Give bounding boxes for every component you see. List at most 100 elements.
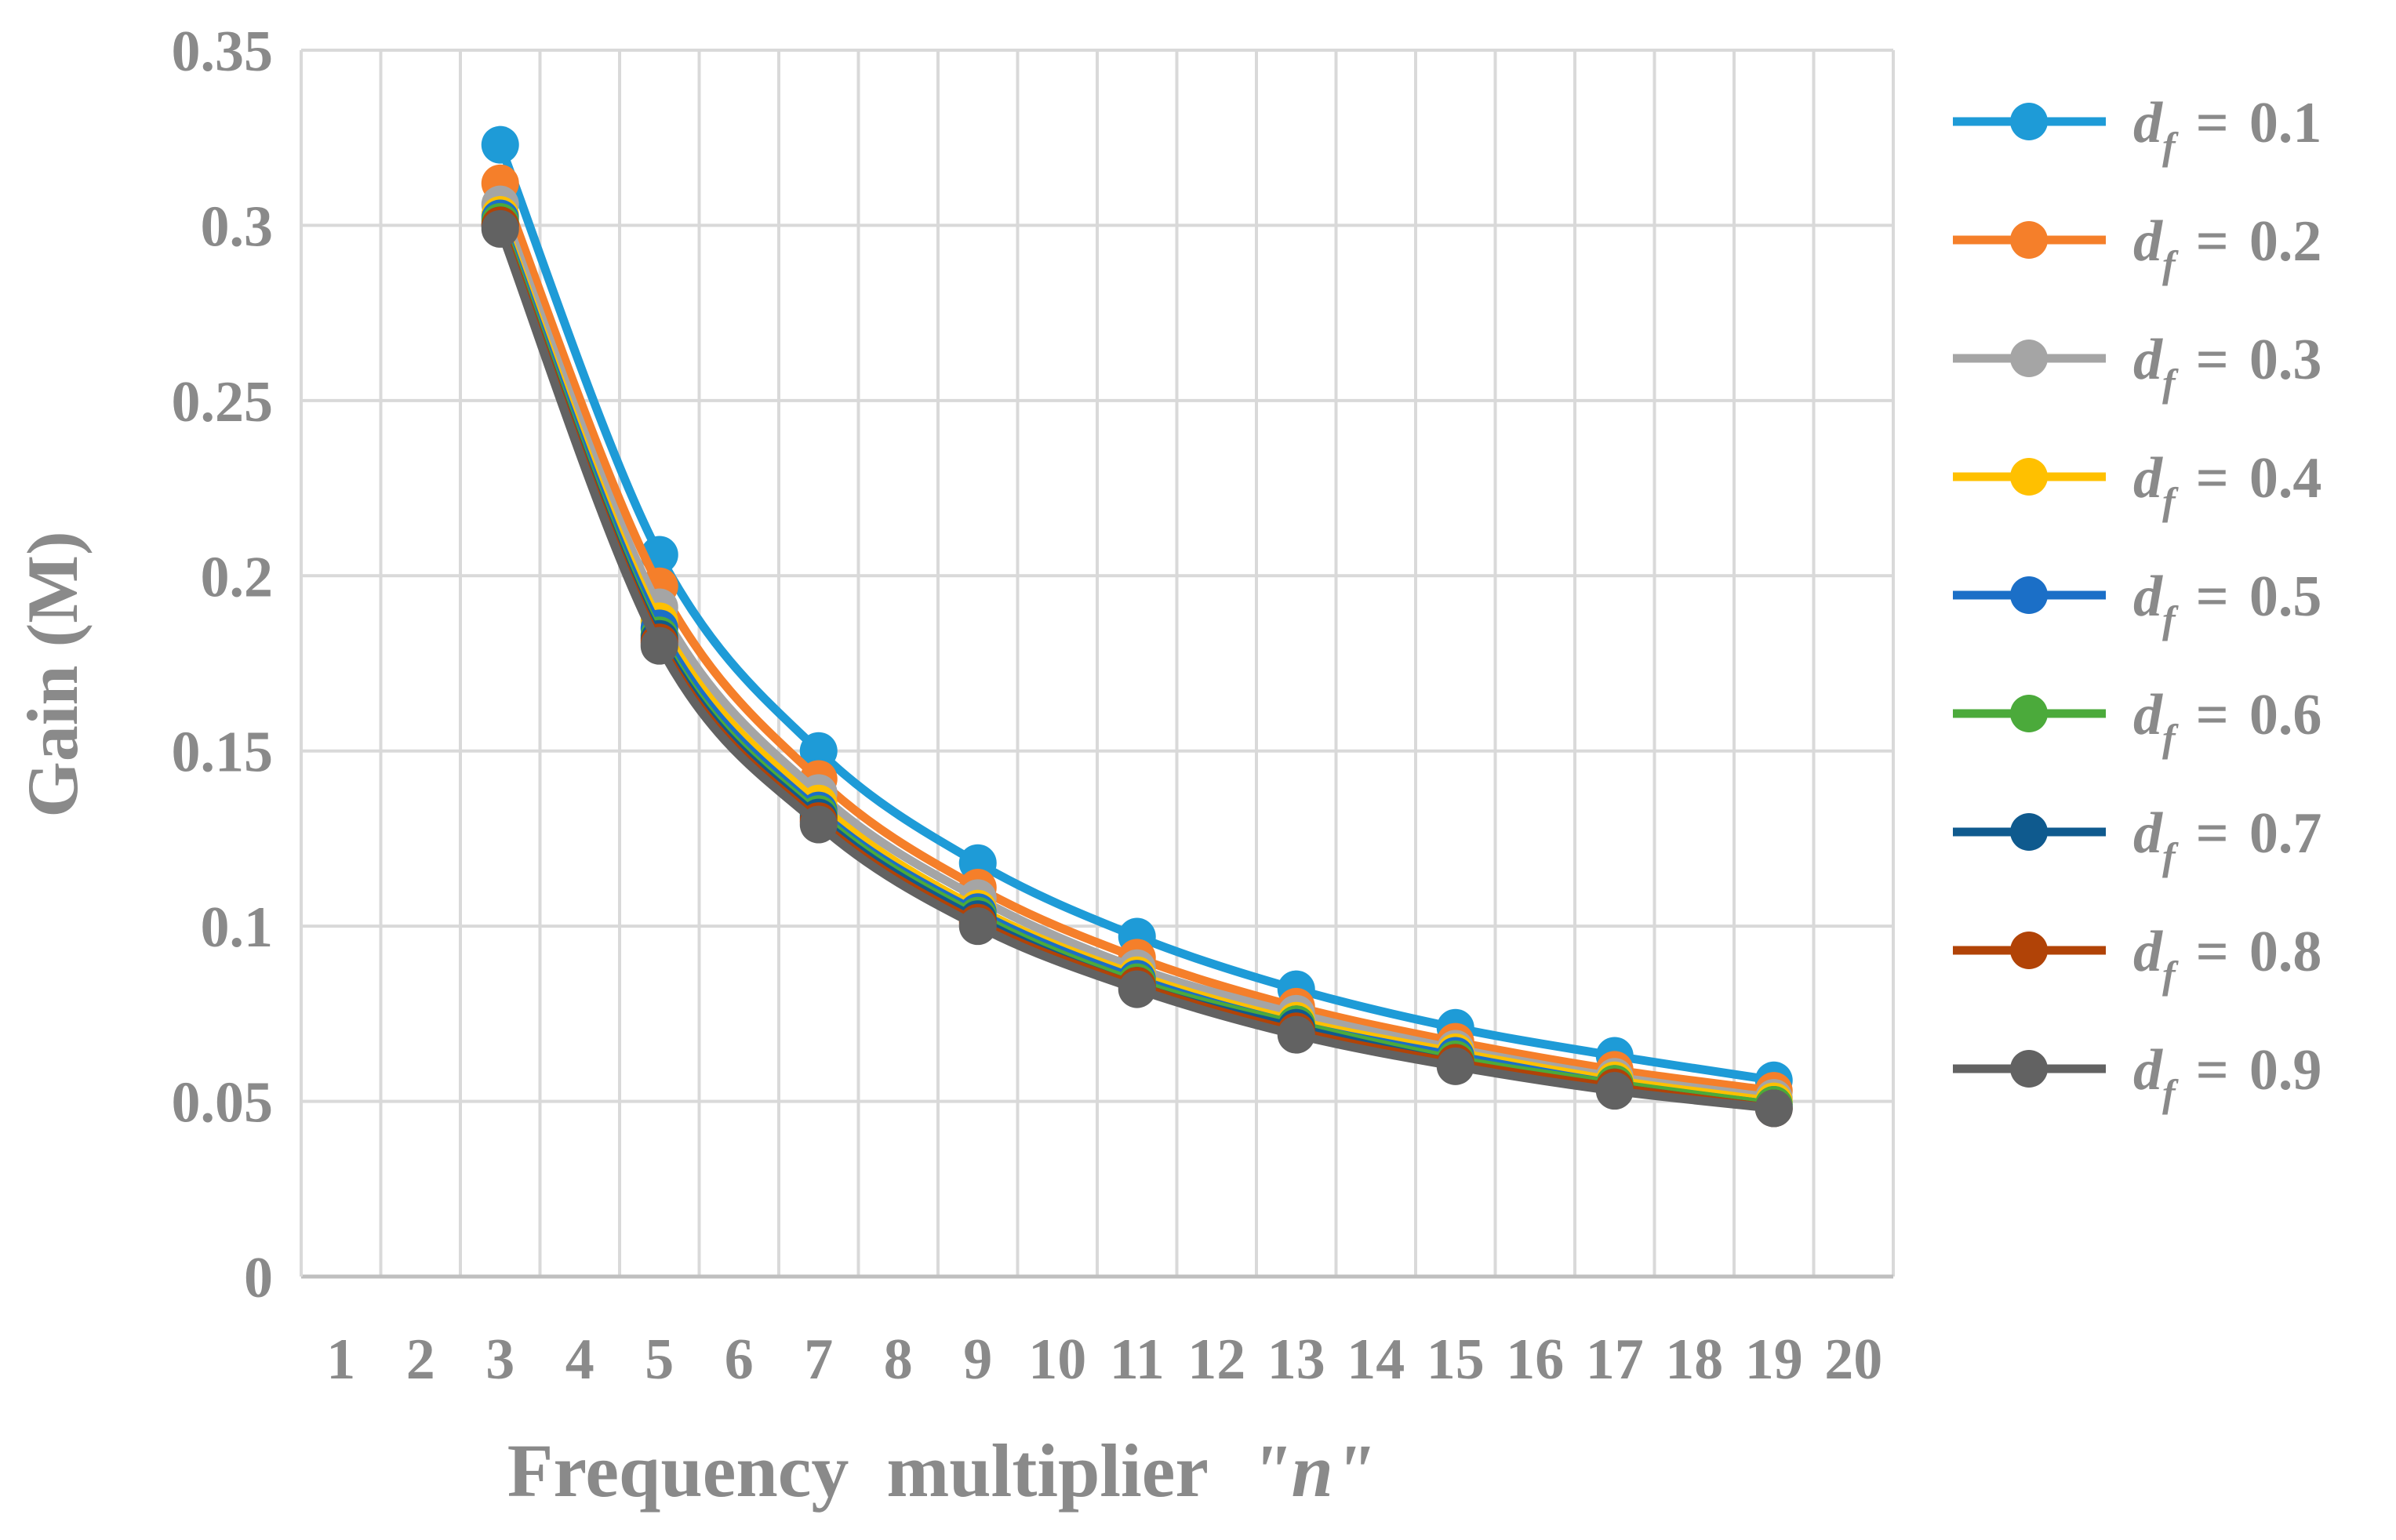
legend-label: df = 0.9 xyxy=(2133,1038,2321,1115)
legend-label-equals: = xyxy=(2196,209,2229,274)
x-axis-label-text: Frequency multiplier xyxy=(507,1429,1208,1513)
y-tick-label: 0 xyxy=(244,1246,273,1310)
x-tick-label: 10 xyxy=(1028,1328,1086,1392)
legend-label-value: 0.6 xyxy=(2249,683,2322,747)
x-tick-label: 4 xyxy=(565,1328,594,1392)
x-tick-label: 12 xyxy=(1187,1328,1245,1392)
data-point xyxy=(1436,1047,1474,1085)
y-tick-label: 0.2 xyxy=(201,545,274,609)
x-tick-label: 3 xyxy=(485,1328,514,1392)
legend-label-subscript: f xyxy=(2162,716,2179,760)
legend-label-var: d xyxy=(2133,920,2163,984)
legend-marker xyxy=(2010,576,2048,614)
y-tick-label: 0.15 xyxy=(172,721,274,785)
data-point xyxy=(1118,970,1156,1008)
legend-item: df = 0.6 xyxy=(1953,683,2321,760)
x-tick-label: 11 xyxy=(1110,1328,1165,1392)
y-axis-label: Gain (M) xyxy=(13,531,93,817)
legend-marker xyxy=(2010,695,2048,732)
x-axis-label: Frequency multiplier "n" xyxy=(507,1429,1375,1513)
legend-label-equals: = xyxy=(2196,1038,2229,1102)
legend-label: df = 0.1 xyxy=(2133,91,2321,168)
legend-label-subscript: f xyxy=(2162,479,2179,523)
x-tick-label: 20 xyxy=(1824,1328,1882,1392)
x-tick-label: 9 xyxy=(963,1328,992,1392)
legend-item: df = 0.9 xyxy=(1953,1038,2321,1115)
legend-label: df = 0.6 xyxy=(2133,683,2321,760)
legend-label-equals: = xyxy=(2196,565,2229,629)
legend-label-equals: = xyxy=(2196,683,2229,747)
legend-label-equals: = xyxy=(2196,920,2229,984)
y-tick-label: 0.35 xyxy=(172,20,274,84)
legend-label-value: 0.3 xyxy=(2249,328,2322,392)
data-point xyxy=(1595,1072,1634,1110)
data-point xyxy=(799,732,838,770)
legend-label-var: d xyxy=(2133,683,2163,747)
x-tick-label: 17 xyxy=(1586,1328,1644,1392)
legend-label-equals: = xyxy=(2196,446,2229,510)
legend-item: df = 0.2 xyxy=(1953,209,2321,286)
axes xyxy=(300,50,1893,1279)
legend-label-value: 0.1 xyxy=(2249,91,2322,155)
legend-label-var: d xyxy=(2133,1038,2163,1102)
x-tick-labels: 1 2 3 4 5 6 7 8 9 10 11 12 13 14 15 16 17 18 19 20 xyxy=(326,1328,1882,1392)
x-tick-label: 15 xyxy=(1427,1328,1485,1392)
legend-label-value: 0.5 xyxy=(2249,565,2322,629)
x-tick-label: 7 xyxy=(804,1328,833,1392)
legend-marker xyxy=(2010,1050,2048,1088)
data-point xyxy=(958,907,997,946)
y-tick-labels: 0 0.05 0.1 0.15 0.2 0.25 0.3 0.35 xyxy=(172,20,274,1310)
legend: df = 0.1df = 0.2df = 0.3df = 0.4df = 0.5df = 0.6df = 0… xyxy=(1953,91,2321,1115)
legend-marker xyxy=(2010,103,2048,140)
legend-label-subscript: f xyxy=(2162,953,2179,997)
legend-item: df = 0.5 xyxy=(1953,565,2321,641)
legend-label-var: d xyxy=(2133,328,2163,392)
legend-label-subscript: f xyxy=(2162,124,2179,168)
legend-label-subscript: f xyxy=(2162,834,2179,878)
legend-label-subscript: f xyxy=(2162,597,2179,641)
legend-marker xyxy=(2010,458,2048,496)
legend-label-var: d xyxy=(2133,801,2163,866)
legend-label-value: 0.8 xyxy=(2249,920,2322,984)
series-group xyxy=(481,125,1793,1128)
legend-label: df = 0.2 xyxy=(2133,209,2321,286)
x-tick-label: 8 xyxy=(884,1328,913,1392)
y-tick-label: 0.05 xyxy=(172,1071,274,1135)
y-tick-label: 0.25 xyxy=(172,370,274,434)
x-tick-label: 14 xyxy=(1347,1328,1405,1392)
legend-label: df = 0.8 xyxy=(2133,920,2321,997)
data-point xyxy=(640,627,678,665)
legend-label-var: d xyxy=(2133,209,2163,274)
legend-label-var: d xyxy=(2133,91,2163,155)
legend-label-var: d xyxy=(2133,565,2163,629)
x-tick-label: 16 xyxy=(1506,1328,1564,1392)
legend-label-equals: = xyxy=(2196,328,2229,392)
legend-label-subscript: f xyxy=(2162,1071,2179,1115)
legend-label-equals: = xyxy=(2196,801,2229,866)
legend-label: df = 0.7 xyxy=(2133,801,2321,878)
legend-label-value: 0.2 xyxy=(2249,209,2322,274)
legend-item: df = 0.3 xyxy=(1953,328,2321,405)
x-tick-label: 5 xyxy=(645,1328,674,1392)
x-tick-label: 1 xyxy=(326,1328,355,1392)
legend-item: df = 0.8 xyxy=(1953,920,2321,997)
legend-label: df = 0.3 xyxy=(2133,328,2321,405)
legend-label-subscript: f xyxy=(2162,361,2179,405)
data-point xyxy=(1754,1089,1793,1128)
data-point xyxy=(481,209,519,248)
legend-marker xyxy=(2010,813,2048,851)
legend-item: df = 0.1 xyxy=(1953,91,2321,168)
legend-item: df = 0.7 xyxy=(1953,801,2321,878)
series-0.9 xyxy=(481,209,1793,1128)
data-point xyxy=(799,805,838,844)
legend-label: df = 0.4 xyxy=(2133,446,2321,523)
data-point xyxy=(1277,1015,1315,1054)
legend-label-value: 0.4 xyxy=(2249,446,2322,510)
legend-label-value: 0.9 xyxy=(2249,1038,2322,1102)
legend-label-value: 0.7 xyxy=(2249,801,2322,866)
legend-item: df = 0.4 xyxy=(1953,446,2321,523)
y-tick-label: 0.3 xyxy=(201,194,274,259)
x-tick-label: 2 xyxy=(406,1328,435,1392)
